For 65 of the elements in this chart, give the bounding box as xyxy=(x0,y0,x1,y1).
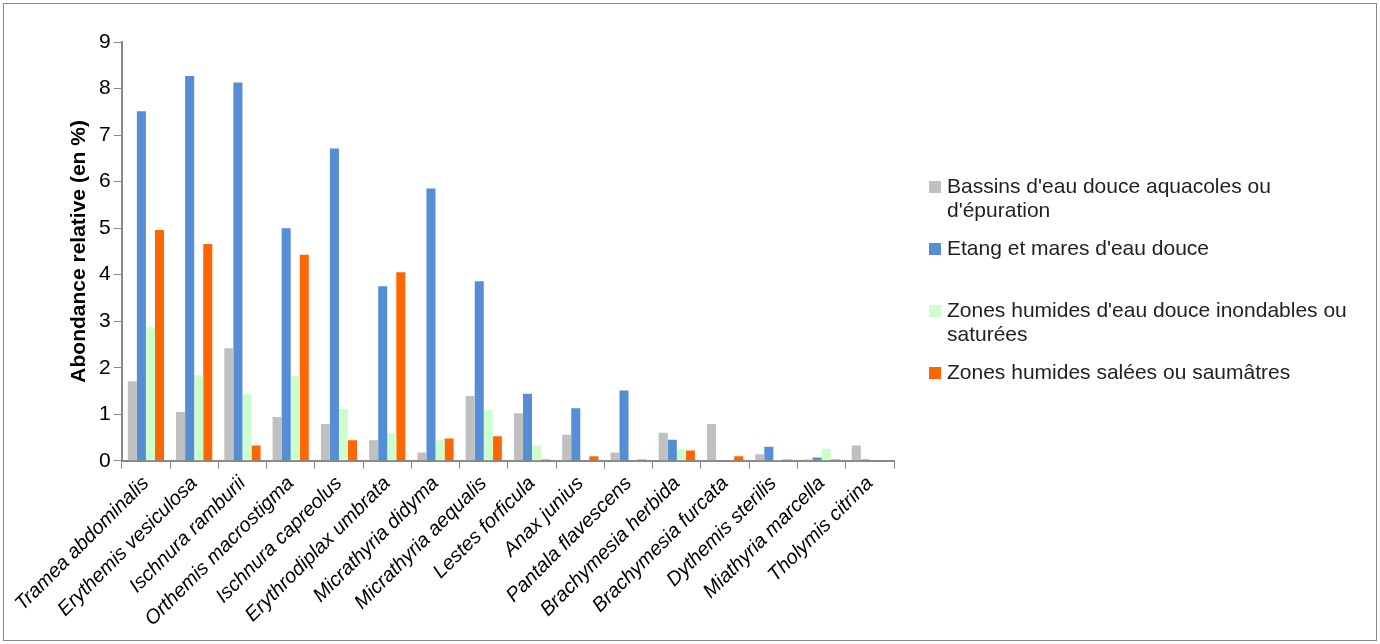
bar xyxy=(755,454,765,461)
legend-label: Bassins d'eau douce aquacoles ou d'épuration xyxy=(947,174,1272,222)
legend-label: Etang et mares d'eau douce xyxy=(947,236,1210,260)
bar xyxy=(251,445,261,461)
bar xyxy=(136,111,146,461)
bar xyxy=(185,75,195,461)
bar xyxy=(667,439,677,461)
bar xyxy=(272,417,282,461)
bar xyxy=(194,375,204,461)
y-tick-label: 6 xyxy=(99,168,111,192)
bar xyxy=(562,434,572,461)
bar xyxy=(242,394,252,461)
y-tick-label: 2 xyxy=(99,354,111,378)
bar xyxy=(821,448,831,461)
legend-label: Zones humides d'eau douce inondables ou saturées xyxy=(947,298,1348,346)
bar xyxy=(532,445,542,461)
bar xyxy=(435,440,445,461)
bar xyxy=(233,82,243,461)
bar xyxy=(610,452,620,461)
bar xyxy=(281,228,291,461)
bar xyxy=(154,229,165,461)
bar xyxy=(685,450,695,461)
y-tick-label: 3 xyxy=(99,307,111,331)
bar xyxy=(290,376,300,461)
y-tick-label: 9 xyxy=(99,28,111,52)
bar xyxy=(571,408,581,461)
bar xyxy=(444,438,454,461)
bar xyxy=(145,327,155,461)
bar xyxy=(658,432,668,461)
bar xyxy=(176,411,186,461)
bar xyxy=(203,243,213,461)
y-axis-title: Abondance relative (en %) xyxy=(66,120,90,383)
bar xyxy=(764,446,774,461)
bar xyxy=(483,410,493,461)
bar xyxy=(492,436,502,461)
y-tick-label: 8 xyxy=(99,75,111,99)
bar xyxy=(369,440,379,461)
bar xyxy=(513,413,523,461)
bar xyxy=(320,424,330,461)
bar xyxy=(299,254,309,461)
bar xyxy=(465,396,475,461)
bar xyxy=(387,433,397,461)
bar xyxy=(348,440,358,461)
bar xyxy=(619,390,629,461)
bar xyxy=(676,448,686,461)
bar xyxy=(426,188,436,461)
legend-label: Zones humides salées ou saumâtres xyxy=(947,360,1291,384)
bar xyxy=(378,286,388,461)
bar xyxy=(589,456,599,461)
y-tick-label: 5 xyxy=(99,214,111,238)
bar xyxy=(522,393,533,461)
y-tick-label: 7 xyxy=(99,121,111,145)
bar xyxy=(474,281,484,461)
bar xyxy=(851,445,861,461)
bar xyxy=(338,408,349,461)
bar xyxy=(329,148,339,461)
y-tick-label: 0 xyxy=(99,447,111,471)
bar xyxy=(127,381,137,461)
bar xyxy=(706,424,717,461)
y-tick-label: 4 xyxy=(99,261,112,285)
bar xyxy=(417,452,427,461)
bar xyxy=(396,272,406,461)
bar xyxy=(734,456,744,461)
y-tick-label: 1 xyxy=(99,401,111,425)
bar xyxy=(224,348,234,461)
